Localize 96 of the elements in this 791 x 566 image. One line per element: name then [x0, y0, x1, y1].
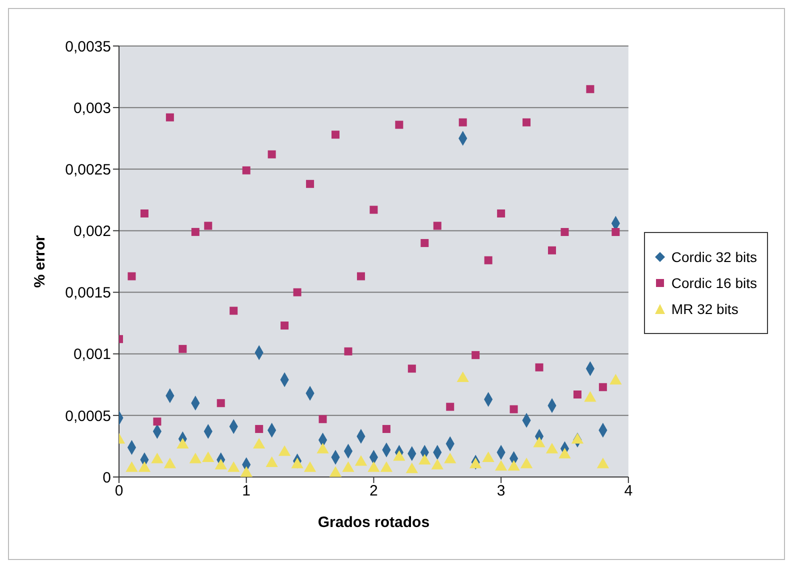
point: [178, 344, 187, 353]
point: [255, 424, 264, 433]
point: [494, 460, 508, 471]
legend-label: Cordic 16 bits: [671, 275, 757, 291]
point: [573, 390, 582, 398]
point: [535, 363, 544, 372]
point: [571, 433, 584, 444]
point: [420, 239, 429, 248]
point: [240, 466, 252, 477]
point: [548, 246, 556, 254]
point: [164, 458, 176, 468]
point: [520, 458, 533, 468]
point: [268, 150, 276, 158]
y-tick-label: 0,0015: [65, 284, 111, 302]
point: [126, 461, 138, 472]
x-tick-label: 0: [114, 482, 124, 500]
point: [253, 438, 266, 448]
y-tick-label: 0: [102, 469, 111, 486]
point: [433, 222, 442, 230]
point: [482, 452, 494, 462]
point: [470, 458, 482, 468]
point: [342, 461, 354, 472]
point: [204, 222, 212, 230]
y-tick-label: 0,002: [73, 223, 111, 240]
point: [266, 456, 278, 467]
point: [408, 364, 416, 373]
y-axis-title: % error: [31, 235, 48, 288]
legend-label: MR 32 bits: [671, 301, 738, 317]
point: [522, 118, 531, 126]
point: [280, 322, 289, 330]
point: [598, 383, 607, 392]
point: [497, 209, 506, 218]
point: [151, 452, 164, 464]
point: [214, 458, 227, 470]
point: [596, 458, 610, 468]
point: [382, 424, 390, 433]
y-tick-label: 0,0025: [65, 161, 111, 178]
point: [395, 120, 404, 129]
point: [446, 402, 454, 411]
x-axis-title: Grados rotados: [318, 514, 430, 531]
point: [380, 461, 393, 472]
point: [418, 454, 431, 464]
point: [546, 442, 558, 454]
y-tick-label: 0,0005: [65, 408, 111, 425]
point: [370, 206, 378, 214]
point: [128, 272, 136, 280]
point: [356, 272, 365, 280]
point: [293, 288, 302, 296]
point: [318, 415, 327, 424]
point: [610, 374, 622, 384]
point: [306, 180, 314, 188]
y-tick-label: 0,001: [73, 346, 111, 364]
point: [508, 460, 520, 471]
point: [166, 113, 174, 122]
point: [458, 118, 467, 126]
point: [484, 256, 492, 264]
point: [189, 452, 202, 464]
point: [533, 436, 546, 448]
point: [344, 347, 352, 356]
point: [584, 391, 596, 402]
point: [558, 448, 571, 458]
point: [510, 405, 518, 414]
point: [176, 438, 189, 448]
point: [202, 452, 214, 462]
x-tick-label: 1: [242, 482, 251, 500]
point: [138, 461, 151, 472]
point: [153, 418, 162, 426]
y-tick-label: 0,0035: [65, 38, 111, 56]
point: [329, 466, 342, 477]
point: [431, 458, 444, 470]
x-tick-label: 4: [624, 482, 633, 500]
x-tick-label: 3: [496, 482, 506, 500]
point: [230, 306, 238, 315]
point: [140, 209, 148, 218]
legend-label: Cordic 32 bits: [671, 249, 757, 265]
point: [456, 371, 469, 382]
point: [216, 399, 225, 408]
point: [406, 462, 418, 474]
point: [316, 442, 329, 454]
x-tick-label: 2: [370, 482, 378, 500]
point: [228, 461, 240, 472]
point: [612, 228, 620, 236]
point: [368, 461, 380, 472]
point: [291, 458, 304, 468]
point: [191, 228, 200, 236]
point: [354, 455, 368, 466]
point: [444, 452, 456, 464]
point: [304, 461, 316, 472]
point: [393, 450, 406, 461]
point: [332, 130, 340, 139]
point: [278, 445, 291, 456]
y-tick-label: 0,003: [73, 100, 111, 117]
point: [586, 85, 594, 94]
point: [472, 351, 480, 360]
point: [242, 166, 250, 174]
point: [560, 228, 569, 236]
